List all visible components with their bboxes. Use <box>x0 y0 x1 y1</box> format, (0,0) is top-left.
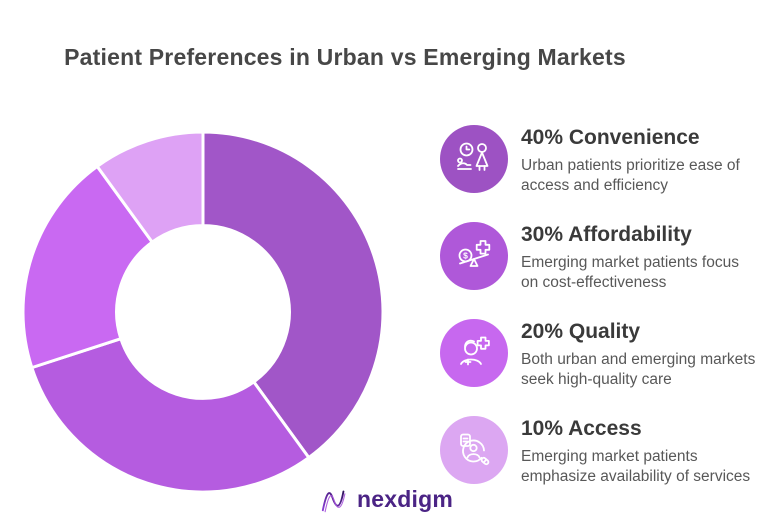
legend: 40% Convenience Urban patients prioritiz… <box>440 125 771 487</box>
page-title: Patient Preferences in Urban vs Emerging… <box>64 44 626 70</box>
legend-item-access: 10% Access Emerging market patients emph… <box>440 416 771 487</box>
legend-item-affordability: $ 30% Affordability Emerging market pati… <box>440 222 771 293</box>
donut-slice-affordability <box>30 337 311 494</box>
donut-slice-access <box>95 130 205 244</box>
svg-text:$: $ <box>463 251 468 261</box>
legend-item-title: 40% Convenience <box>521 126 700 149</box>
legend-item-description: Both urban and emerging markets seek hig… <box>521 351 756 388</box>
nexdigm-logo: nexdigm <box>320 484 453 514</box>
legend-item-text: 10% Access Emerging market patients emph… <box>521 416 771 487</box>
legend-item-title: 30% Affordability <box>521 223 692 246</box>
legend-item-description: Urban patients prioritize ease of access… <box>521 157 740 194</box>
clock-and-patient-icon <box>440 125 508 193</box>
legend-item-title: 20% Quality <box>521 320 641 343</box>
legend-item-description: Emerging market patients focus on cost-e… <box>521 254 739 291</box>
donut-chart <box>21 130 385 494</box>
legend-item-title: 10% Access <box>521 417 642 440</box>
legend-item-text: 30% Affordability Emerging market patien… <box>521 222 771 293</box>
donut-slice-quality <box>21 164 154 370</box>
legend-item-text: 20% Quality Both urban and emerging mark… <box>521 319 771 390</box>
document-person-pill-icon <box>440 416 508 484</box>
legend-item-quality: 20% Quality Both urban and emerging mark… <box>440 319 771 390</box>
donut-slice-convenience <box>201 130 385 460</box>
legend-item-description: Emerging market patients emphasize avail… <box>521 448 751 485</box>
nexdigm-logo-text: nexdigm <box>357 485 453 512</box>
caregiver-cross-icon <box>440 319 508 387</box>
legend-item-convenience: 40% Convenience Urban patients prioritiz… <box>440 125 771 196</box>
coin-cross-balance-icon: $ <box>440 222 508 290</box>
legend-item-text: 40% Convenience Urban patients prioritiz… <box>521 125 771 196</box>
nexdigm-wave-icon <box>321 490 346 513</box>
